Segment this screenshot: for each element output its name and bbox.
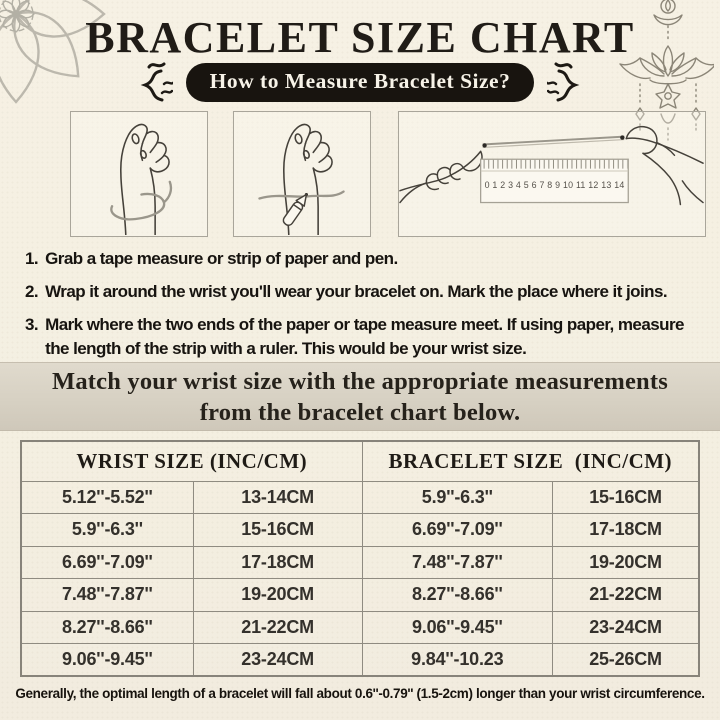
size-cell: 15-16CM (552, 480, 700, 514)
size-cell: 21-22CM (192, 610, 363, 644)
size-cell: 9.06''-9.45'' (20, 643, 194, 677)
squiggle-right-icon (547, 62, 580, 102)
instruction-list: 1. Grab a tape measure or strip of paper… (25, 247, 701, 370)
size-cell: 13-14CM (192, 480, 363, 514)
size-cell: 7.48''-7.87'' (361, 545, 554, 579)
ruler-numbers: 0 1 2 3 4 5 6 7 8 9 10 11 12 13 14 (485, 180, 625, 190)
mandala-flower-icon (0, 0, 106, 104)
size-cell: 19-20CM (192, 578, 363, 612)
table-header-row: WRIST SIZE (INC/CM) BRACELET SIZE (INC/C… (21, 441, 699, 482)
bracelet-size-table: WRIST SIZE (INC/CM) BRACELET SIZE (INC/C… (20, 440, 700, 677)
step-number: 1. (25, 249, 39, 268)
step-number: 3. (25, 315, 39, 334)
size-row: 9.06''-9.45'' 23-24CM 9.84''-10.23 25-26… (20, 643, 700, 677)
size-row: 5.9''-6.3'' 15-16CM 6.69''-7.09'' 17-18C… (20, 513, 700, 547)
size-cell: 8.27''-8.66'' (361, 578, 554, 612)
size-cell: 23-24CM (192, 643, 363, 677)
step-text: Grab a tape measure or strip of paper an… (45, 249, 398, 268)
lotus-ornament-icon (619, 0, 714, 141)
step-text: Mark where the two ends of the paper or … (45, 315, 684, 358)
hand-tape-illustration (110, 123, 173, 236)
ruler-hands-illustration: 0 1 2 3 4 5 6 7 8 9 10 11 12 13 14 (399, 125, 704, 206)
size-cell: 15-16CM (192, 513, 363, 547)
size-cell: 8.27''-8.66'' (20, 610, 194, 644)
size-cell: 5.12''-5.52'' (20, 480, 194, 514)
size-cell: 25-26CM (552, 643, 700, 677)
size-cell: 17-18CM (192, 545, 363, 579)
instruction-step-1: 1. Grab a tape measure or strip of paper… (25, 247, 701, 271)
page-title: BRACELET SIZE CHART (85, 13, 635, 62)
instruction-step-2: 2. Wrap it around the wrist you'll wear … (25, 280, 701, 304)
size-cell: 21-22CM (552, 578, 700, 612)
size-cell: 7.48''-7.87'' (20, 578, 194, 612)
hand-pen-illustration (258, 123, 345, 236)
wrist-size-header: WRIST SIZE (INC/CM) (21, 441, 363, 482)
size-cell: 5.9''-6.3'' (361, 480, 554, 514)
size-cell: 19-20CM (552, 545, 700, 579)
bracelet-size-header: BRACELET SIZE (INC/CM) (361, 441, 699, 482)
banner-text: Match your wrist size with the appropria… (52, 367, 668, 426)
match-size-banner: Match your wrist size with the appropria… (0, 362, 720, 431)
how-to-measure-ribbon: How to Measure Bracelet Size? (0, 60, 720, 104)
footer-note: Generally, the optimal length of a brace… (15, 686, 705, 701)
size-cell: 9.06''-9.45'' (361, 610, 554, 644)
size-cell: 17-18CM (552, 513, 700, 547)
size-cell: 5.9''-6.3'' (20, 513, 194, 547)
size-cell: 9.84''-10.23 (361, 643, 554, 677)
ribbon-label: How to Measure Bracelet Size? (185, 62, 535, 102)
step-text: Wrap it around the wrist you'll wear you… (45, 282, 668, 301)
size-row: 6.69''-7.09'' 17-18CM 7.48''-7.87'' 19-2… (20, 545, 700, 579)
illustration-measure-ruler: 0 1 2 3 4 5 6 7 8 9 10 11 12 13 14 (398, 111, 706, 237)
squiggle-left-icon (140, 62, 173, 102)
instruction-step-3: 3. Mark where the two ends of the paper … (25, 313, 701, 361)
size-row: 8.27''-8.66'' 21-22CM 9.06''-9.45'' 23-2… (20, 610, 700, 644)
size-cell: 23-24CM (552, 610, 700, 644)
step-number: 2. (25, 282, 39, 301)
size-cell: 6.69''-7.09'' (361, 513, 554, 547)
size-row: 5.12''-5.52'' 13-14CM 5.9''-6.3'' 15-16C… (20, 480, 700, 514)
size-row: 7.48''-7.87'' 19-20CM 8.27''-8.66'' 21-2… (20, 578, 700, 612)
illustration-mark-with-pen (233, 111, 371, 237)
size-cell: 6.69''-7.09'' (20, 545, 194, 579)
illustration-wrap-tape (70, 111, 208, 237)
